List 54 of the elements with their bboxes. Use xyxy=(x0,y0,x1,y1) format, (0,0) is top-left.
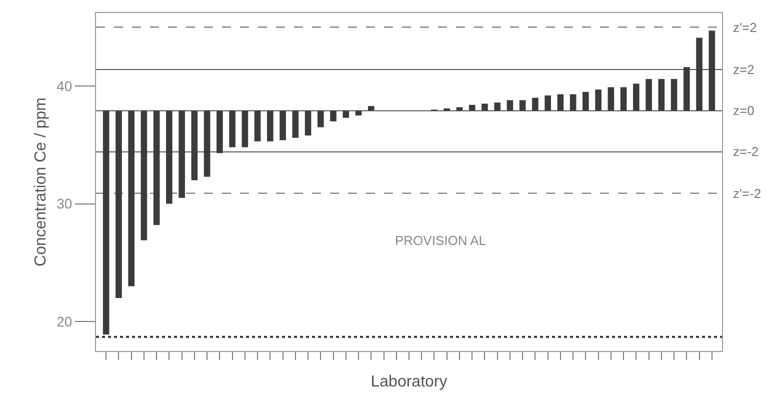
bar xyxy=(658,78,665,111)
bar xyxy=(267,110,274,142)
bar xyxy=(318,110,324,128)
bar xyxy=(519,100,526,111)
bar xyxy=(696,38,702,111)
y-axis-title: Concentration Ce / ppm xyxy=(32,98,50,266)
bar xyxy=(140,110,148,240)
bar xyxy=(646,78,652,111)
bar xyxy=(708,30,716,111)
bar xyxy=(128,110,134,286)
bar xyxy=(280,110,286,140)
bar xyxy=(506,100,514,111)
bar xyxy=(191,110,198,180)
bar xyxy=(595,90,602,111)
bar xyxy=(242,110,248,148)
bar xyxy=(620,87,627,111)
bar xyxy=(342,110,350,118)
bar xyxy=(292,110,299,138)
bar xyxy=(570,94,576,111)
bar xyxy=(229,110,236,148)
bar xyxy=(482,104,488,111)
bar xyxy=(456,107,463,111)
bar xyxy=(633,84,640,111)
bar xyxy=(444,108,450,111)
bar xyxy=(608,87,614,111)
bar xyxy=(153,110,160,225)
bar xyxy=(178,110,185,198)
text: z'=-2 xyxy=(733,186,762,201)
text: z'=2 xyxy=(733,20,757,35)
bar xyxy=(494,102,500,111)
y-tick-label: 30 xyxy=(56,196,72,212)
bar xyxy=(304,110,312,136)
ref-line-label: z=0 xyxy=(733,103,754,118)
bar xyxy=(254,110,261,142)
bar xyxy=(330,110,336,122)
bar xyxy=(557,94,564,111)
bar xyxy=(216,110,223,154)
bar xyxy=(684,67,690,111)
annotation: PROVISION AL xyxy=(395,233,486,248)
bar xyxy=(355,110,362,116)
y-tick-label: 40 xyxy=(56,78,72,94)
bar xyxy=(532,98,538,111)
ref-line-label: z=-2 xyxy=(733,144,759,159)
bar xyxy=(670,78,678,111)
ref-line-label: z=2 xyxy=(733,62,754,77)
bar xyxy=(204,110,210,177)
x-axis-title: Laboratory xyxy=(370,374,448,391)
bar xyxy=(116,110,122,298)
bar xyxy=(166,110,172,204)
y-tick-label: 20 xyxy=(56,313,72,330)
bar xyxy=(582,92,589,111)
bar xyxy=(368,106,374,111)
bar xyxy=(468,104,476,111)
bar xyxy=(544,95,551,111)
